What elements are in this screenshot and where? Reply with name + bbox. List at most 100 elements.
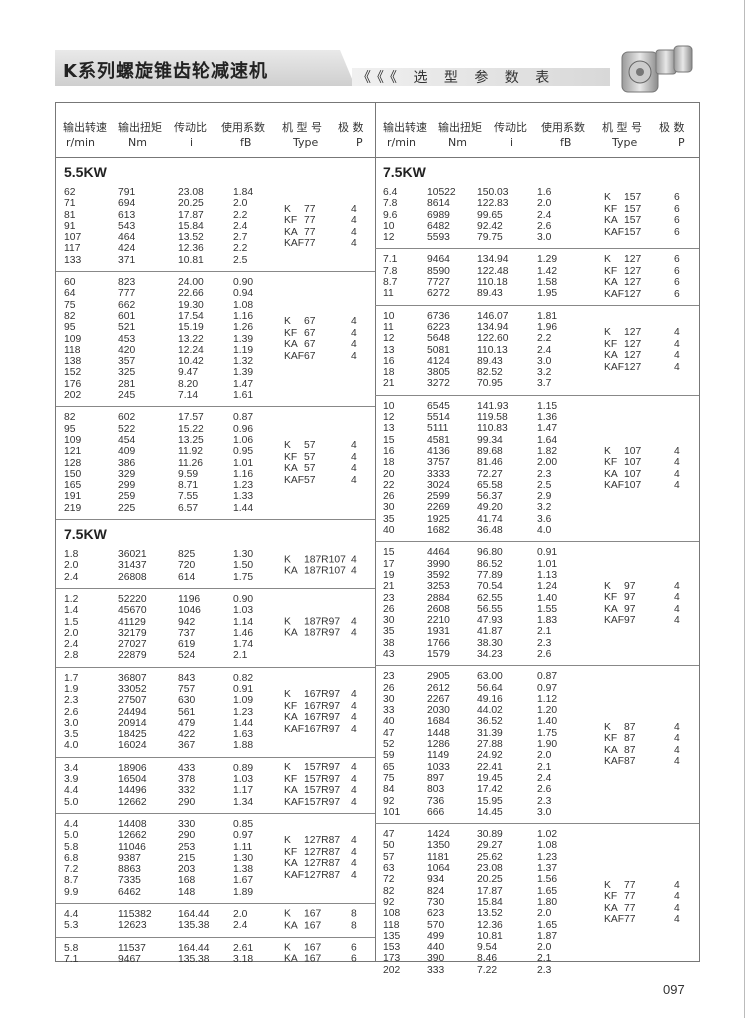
service-factor-cell: 1.89 — [233, 886, 254, 898]
ratio-cell: 36.48 — [477, 525, 503, 537]
type-model: 157R97 — [304, 785, 341, 797]
service-factor-cell: 1.33 — [233, 491, 254, 503]
output-speed-cell: 152 — [64, 367, 82, 379]
model-types: K 87 4 KF 87 4 KA 87 4 KAF87 4 — [604, 722, 680, 768]
ratio-cell: 9.47 — [178, 367, 199, 379]
output-torque-cell: 6223 — [427, 321, 450, 333]
type-series: KF — [284, 327, 298, 339]
ratio-cell: 27.88 — [477, 739, 503, 751]
model-types: K 167 8 KA 167 8 — [284, 909, 357, 932]
ratio-cell: 479 — [178, 717, 196, 729]
type-series: KF — [604, 338, 618, 350]
poles-cell: 4 — [351, 316, 357, 328]
table-row: 5.8 11537 164.44 2.61 — [56, 943, 375, 954]
output-speed-cell: 26 — [383, 682, 395, 694]
table-row: 15 4464 96.80 0.91 — [375, 547, 699, 558]
output-torque-cell: 3592 — [427, 569, 450, 581]
poles-cell: 4 — [351, 796, 357, 808]
ratio-cell: 25.62 — [477, 851, 503, 863]
ratio-cell: 203 — [178, 864, 196, 876]
ratio-cell: 8.20 — [178, 378, 199, 390]
service-factor-cell: 2.0 — [537, 942, 552, 954]
service-factor-cell: 1.30 — [233, 852, 254, 864]
output-torque-cell: 736 — [427, 795, 445, 807]
table-row: 2.6 24494 561 1.23 — [56, 707, 375, 718]
ratio-cell: 24.92 — [477, 750, 503, 762]
table-row: 15 4581 99.34 1.64 — [375, 435, 699, 446]
ratio-cell: 77.89 — [477, 569, 503, 581]
table-row: 71 694 20.25 2.0 — [56, 198, 375, 209]
ratio-cell: 38.30 — [477, 637, 503, 649]
page-title: K系列螺旋锥齿轮减速机 — [63, 61, 268, 82]
ratio-cell: 10.42 — [178, 356, 204, 368]
output-speed-cell: 108 — [383, 908, 401, 920]
ratio-cell: 62.55 — [477, 592, 503, 604]
table-row: 82 824 17.87 1.65 — [375, 886, 699, 897]
output-speed-cell: 82 — [64, 310, 76, 322]
service-factor-cell: 1.32 — [233, 356, 254, 368]
output-speed-cell: 43 — [383, 648, 395, 660]
table-row: 12 5648 122.60 2.2 — [375, 333, 699, 344]
type-series: KA — [604, 277, 618, 289]
type-series: K — [284, 203, 291, 215]
output-speed-cell: 5.8 — [64, 841, 79, 853]
subtitle-text: 选 型 参 数 表 — [413, 70, 556, 86]
type-series: K — [604, 445, 611, 457]
output-torque-cell: 2210 — [427, 615, 450, 627]
model-group: 7.1 9464 134.94 1.29 7.8 8590 122.48 1.42 8.7 772… — [375, 249, 699, 306]
type-model: 167R97 — [304, 723, 341, 735]
output-speed-cell: 138 — [64, 356, 82, 368]
output-torque-cell: 8614 — [427, 198, 450, 210]
service-factor-cell: 1.23 — [233, 706, 254, 718]
service-factor-cell: 1.40 — [537, 592, 558, 604]
output-torque-cell: 1931 — [427, 626, 450, 638]
table-row: 92 730 15.84 1.80 — [375, 897, 699, 908]
model-group: 62 791 23.08 1.84 71 694 20.25 2.0 81 613 17.87 2.2… — [56, 182, 375, 273]
model-group: 3.4 18906 433 0.89 3.9 16504 378 1.03 4.4 14496 33… — [56, 758, 375, 814]
header-torque-unit: Nm — [128, 136, 147, 149]
ratio-cell: 56.55 — [477, 603, 503, 615]
table-row: 92 736 15.95 2.3 — [375, 796, 699, 807]
table-row: 72 934 20.25 1.56 — [375, 874, 699, 885]
output-torque-cell: 9387 — [118, 852, 141, 864]
output-torque-cell: 41129 — [118, 616, 146, 628]
table-row: 108 623 13.52 2.0 — [375, 908, 699, 919]
type-line: KA 167 8 — [284, 920, 357, 932]
service-factor-cell: 2.3 — [537, 795, 552, 807]
table-row: 23 2884 62.55 1.40 — [375, 593, 699, 604]
table-row: 63 1064 23.08 1.37 — [375, 863, 699, 874]
poles-cell: 4 — [674, 468, 680, 480]
table-row: 11 6272 89.43 1.95 — [375, 288, 699, 299]
output-speed-cell: 11 — [383, 321, 394, 333]
output-speed-cell: 118 — [64, 344, 81, 356]
model-types: K 57 4 KF 57 4 KA 57 4 KAF57 4 — [284, 440, 357, 486]
output-torque-cell: 694 — [118, 198, 136, 210]
service-factor-cell: 1.06 — [233, 434, 254, 446]
ratio-cell: 89.43 — [477, 288, 503, 300]
service-factor-cell: 2.0 — [233, 198, 248, 210]
service-factor-cell: 0.89 — [233, 762, 254, 774]
service-factor-cell: 1.02 — [537, 829, 558, 841]
table-row: 128 386 11.26 1.01 — [56, 458, 375, 469]
poles-cell: 4 — [674, 756, 680, 768]
header-speed: 输出转速 — [63, 121, 107, 134]
type-model: 87 — [624, 756, 636, 768]
type-line: KA 187R107 4 — [284, 565, 357, 578]
table-row: 9.6 6989 99.65 2.4 — [375, 210, 699, 221]
page-number: 097 — [663, 982, 685, 997]
ratio-cell: 7.22 — [477, 964, 498, 976]
service-factor-cell: 2.6 — [537, 220, 552, 232]
output-speed-cell: 72 — [383, 874, 395, 886]
type-series: KA — [284, 565, 298, 577]
output-speed-cell: 2.0 — [64, 560, 79, 572]
ratio-cell: 15.84 — [178, 220, 204, 232]
output-torque-cell: 299 — [118, 480, 136, 492]
service-factor-cell: 1.65 — [537, 919, 558, 931]
output-torque-cell: 3333 — [427, 468, 450, 480]
poles-cell: 6 — [674, 192, 680, 204]
header-torque: 输出扭矩 — [118, 121, 162, 134]
output-torque-cell: 420 — [118, 344, 136, 356]
service-factor-cell: 2.1 — [537, 953, 552, 965]
poles-cell: 8 — [351, 920, 357, 932]
poles-cell: 4 — [674, 615, 680, 627]
